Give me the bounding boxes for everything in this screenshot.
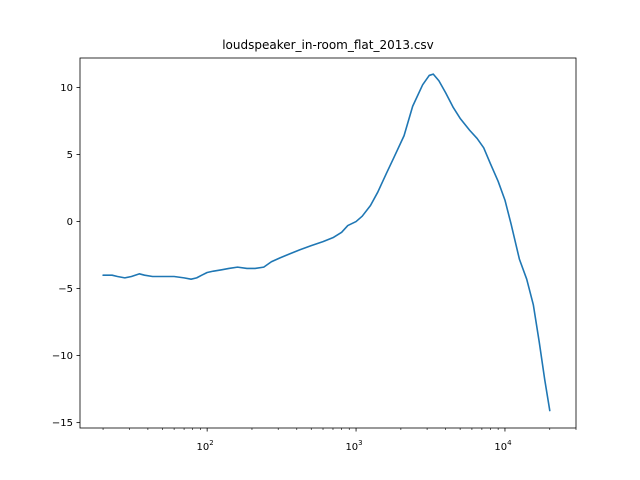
y-axis: 10 5 0 −5 −10 −15 — [52, 83, 80, 429]
y-tick-label: 10 — [60, 83, 73, 94]
y-tick-label: −15 — [52, 418, 73, 429]
y-tick-label: 5 — [67, 150, 73, 161]
x-axis: 102 103 104 — [102, 428, 577, 453]
x-tick-label: 103 — [345, 439, 362, 453]
x-tick-label: 102 — [197, 439, 214, 453]
y-tick-label: 0 — [67, 217, 73, 228]
chart-title: loudspeaker_in-room_flat_2013.csv — [222, 38, 434, 52]
x-tick-label: 104 — [494, 439, 512, 453]
y-tick-label: −5 — [58, 284, 73, 295]
series-line — [102, 73, 551, 412]
series-layer — [102, 73, 551, 412]
plot-area-frame — [79, 57, 577, 429]
y-tick-label: −10 — [52, 351, 73, 362]
